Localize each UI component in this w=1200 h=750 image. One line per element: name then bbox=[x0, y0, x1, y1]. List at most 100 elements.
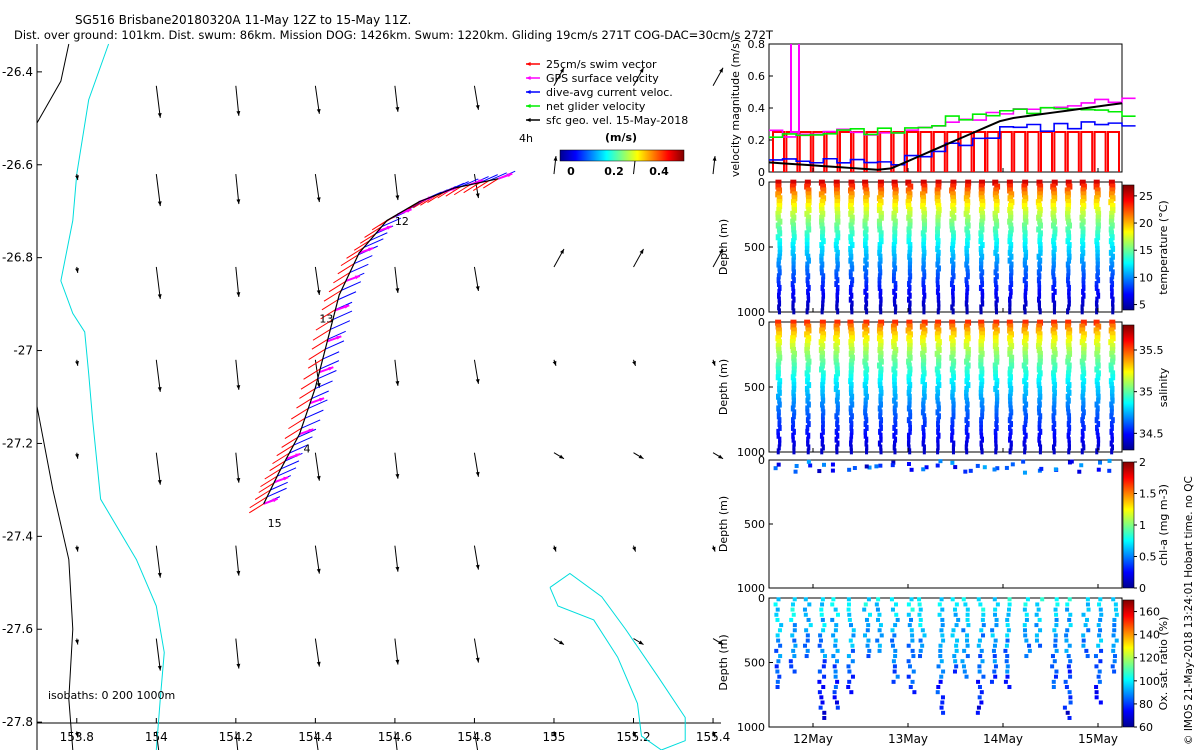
temperature-profile-dot bbox=[979, 195, 985, 202]
salinity-profile-dot bbox=[1037, 401, 1042, 408]
temperature-profile-dot bbox=[1067, 296, 1071, 303]
temperature-profile-dot bbox=[921, 214, 927, 221]
salinity-profile-dot bbox=[908, 448, 912, 455]
salinity-profile-dot bbox=[949, 335, 955, 342]
temperature-profile-dot bbox=[1022, 226, 1028, 233]
salinity-profile-dot bbox=[1110, 335, 1116, 342]
map-ytick-label: -26.4 bbox=[2, 65, 33, 79]
temperature-profile-dot bbox=[777, 242, 782, 249]
salinity-profile-dot bbox=[1037, 436, 1041, 443]
sfc-geo-velocity-arrow-head bbox=[711, 360, 716, 366]
salinity-profile-dot bbox=[1050, 327, 1057, 334]
oxygen-profile-dot bbox=[893, 602, 898, 607]
temperature-profile-dot bbox=[878, 234, 884, 241]
swim-speed-bar bbox=[1013, 131, 1027, 172]
sfc-geo-velocity-arrow-head bbox=[236, 199, 241, 205]
salinity-profile-dot bbox=[820, 401, 825, 408]
salinity-profile-dot bbox=[964, 405, 969, 412]
salinity-profile-dot bbox=[834, 346, 840, 353]
swim-speed-bar bbox=[1066, 131, 1080, 172]
salinity-profile-dot bbox=[1051, 424, 1056, 431]
sfc-geo-velocity-arrow bbox=[394, 731, 398, 750]
salinity-profile-dot bbox=[805, 405, 810, 412]
salinity-profile-dot bbox=[978, 374, 984, 381]
temperature-profile-dot bbox=[820, 226, 826, 233]
salinity-profile-dot bbox=[1051, 346, 1058, 353]
salinity-profile-dot bbox=[1094, 417, 1099, 424]
sfc-geo-velocity-arrow-head bbox=[236, 663, 241, 669]
oxygen-profile-dot bbox=[920, 628, 925, 633]
temperature-profile-dot bbox=[892, 199, 899, 206]
temperature-profile-dot bbox=[776, 261, 781, 268]
temperature-profile-dot bbox=[949, 222, 955, 229]
colorbar-tick-label: 100 bbox=[1139, 675, 1160, 688]
chla-profile-dot bbox=[1021, 459, 1026, 464]
sfc-geo-velocity-arrow-head bbox=[316, 197, 321, 203]
temperature-profile-dot bbox=[1080, 253, 1085, 260]
temperature-profile-dot bbox=[922, 292, 927, 299]
salinity-profile-dot bbox=[1051, 374, 1057, 381]
salinity-profile-dot bbox=[1051, 358, 1057, 365]
oxygen-profile-dot bbox=[1093, 654, 1098, 659]
oxygen-profile-dot bbox=[910, 633, 915, 638]
temperature-profile-dot bbox=[878, 210, 884, 217]
temperature-profile-dot bbox=[848, 296, 853, 303]
temperature-profile-dot bbox=[963, 195, 970, 202]
dive-avg-current-vector bbox=[337, 291, 357, 301]
temperature-profile-dot bbox=[993, 230, 999, 237]
temperature-profile-dot bbox=[804, 238, 810, 245]
temperature-colorbar bbox=[1122, 184, 1135, 311]
oxygen-profile-dot bbox=[994, 623, 999, 628]
temperature-profile-dot bbox=[776, 281, 781, 288]
salinity-profile-dot bbox=[1065, 405, 1070, 412]
sfc-geo-velocity-arrow-head bbox=[475, 657, 480, 663]
sfc-geo-velocity-arrow-head bbox=[560, 67, 564, 73]
temperature-profile-dot bbox=[935, 245, 940, 252]
temperature-profile-dot bbox=[907, 281, 911, 288]
oxygen-profile-dot bbox=[906, 643, 911, 648]
salinity-profile-dot bbox=[1079, 323, 1086, 330]
temperature-profile-dot bbox=[891, 245, 897, 252]
salinity-profile-dot bbox=[979, 335, 985, 342]
oxygen-profile-dot bbox=[992, 669, 997, 674]
temperature-profile-dot bbox=[849, 292, 854, 299]
map-ytick-label: -26.6 bbox=[2, 158, 33, 172]
salinity-profile-dot bbox=[865, 448, 869, 455]
salinity-profile-dot bbox=[863, 397, 868, 404]
oxygen-profile-dot bbox=[1007, 685, 1012, 690]
salinity-profile-dot bbox=[791, 397, 796, 404]
oxygen-profile-dot bbox=[977, 664, 982, 669]
salinity-profile-dot bbox=[805, 323, 812, 330]
temperature-profile-dot bbox=[1080, 230, 1086, 237]
oxygen-profile-dot bbox=[978, 602, 983, 607]
salinity-profile-dot bbox=[1008, 436, 1012, 443]
salinity-profile-dot bbox=[791, 350, 797, 357]
temperature-profile-dot bbox=[806, 253, 811, 260]
oxygen-profile-dot bbox=[875, 607, 880, 612]
salinity-profile-dot bbox=[978, 393, 984, 400]
temperature-profile-dot bbox=[820, 195, 827, 202]
salinity-profile-dot bbox=[949, 354, 955, 361]
salinity-profile-dot bbox=[1080, 374, 1086, 381]
temperature-profile-dot bbox=[863, 195, 869, 202]
temperature-profile-dot bbox=[878, 191, 884, 198]
salinity-profile-dot bbox=[921, 327, 928, 334]
salinity-profile-dot bbox=[1007, 382, 1013, 389]
salinity-profile-dot bbox=[937, 413, 941, 420]
temperature-profile-dot bbox=[865, 292, 869, 299]
temperature-profile-dot bbox=[848, 179, 855, 186]
salinity-profile-dot bbox=[835, 401, 840, 408]
temperature-profile-dot bbox=[877, 281, 882, 288]
salinity-profile-dot bbox=[879, 448, 883, 455]
salinity-profile-dot bbox=[1110, 354, 1116, 361]
salinity-profile-dot bbox=[951, 397, 956, 404]
temperature-profile-dot bbox=[1080, 226, 1086, 233]
oxygen-profile-dot bbox=[846, 607, 851, 612]
temperature-profile-dot bbox=[921, 210, 928, 217]
salinity-profile-dot bbox=[936, 346, 942, 353]
salinity-profile-dot bbox=[1035, 327, 1042, 334]
temperature-profile-dot bbox=[849, 183, 856, 190]
salinity-profile-dot bbox=[835, 432, 840, 439]
salinity-profile-dot bbox=[920, 374, 926, 381]
salinity-profile-dot bbox=[965, 350, 971, 357]
